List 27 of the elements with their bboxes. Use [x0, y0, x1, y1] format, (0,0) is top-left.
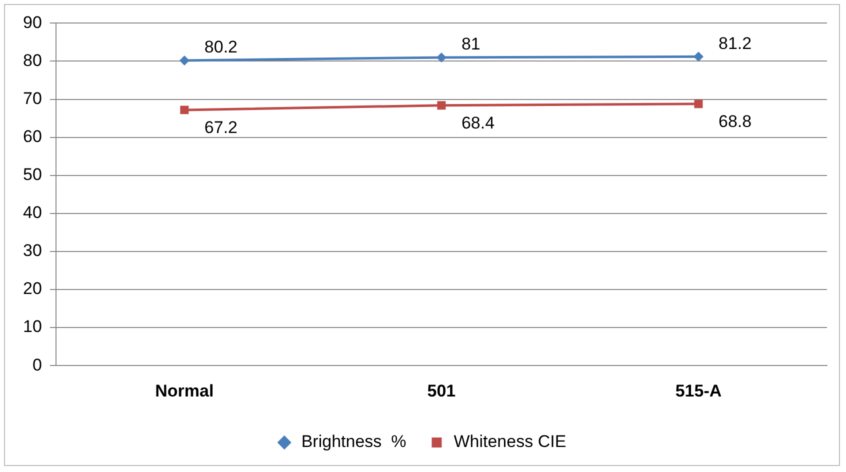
- point: [437, 101, 446, 110]
- point: [180, 106, 189, 114]
- y-tick-label: 90: [22, 12, 42, 32]
- y-tick-label: 40: [22, 203, 42, 222]
- data-label: 81.2: [718, 34, 752, 53]
- y-tick-label: 20: [22, 279, 42, 298]
- legend-label: Brightness %: [301, 432, 406, 452]
- data-label: 80.2: [204, 38, 238, 57]
- legend-label: Whiteness CIE: [454, 432, 566, 452]
- data-label: 81: [461, 34, 480, 54]
- data-label: 67.2: [204, 118, 238, 138]
- point: [179, 55, 190, 66]
- y-tick-label: 60: [22, 127, 42, 146]
- point: [693, 52, 704, 62]
- x-tick-label: Normal: [155, 381, 214, 400]
- y-tick-label: 70: [22, 88, 42, 108]
- data-label: 68.4: [461, 114, 495, 133]
- data-label: 68.8: [718, 112, 752, 132]
- y-tick-label: 0: [32, 355, 42, 374]
- point: [436, 52, 446, 62]
- y-tick-label: 10: [22, 317, 42, 336]
- y-tick-label: 80: [22, 50, 42, 70]
- x-tick-label: 515-A: [675, 381, 722, 400]
- point: [694, 100, 703, 108]
- x-tick-label: 501: [427, 381, 456, 400]
- y-tick-label: 50: [22, 165, 42, 184]
- y-tick-label: 30: [22, 241, 42, 260]
